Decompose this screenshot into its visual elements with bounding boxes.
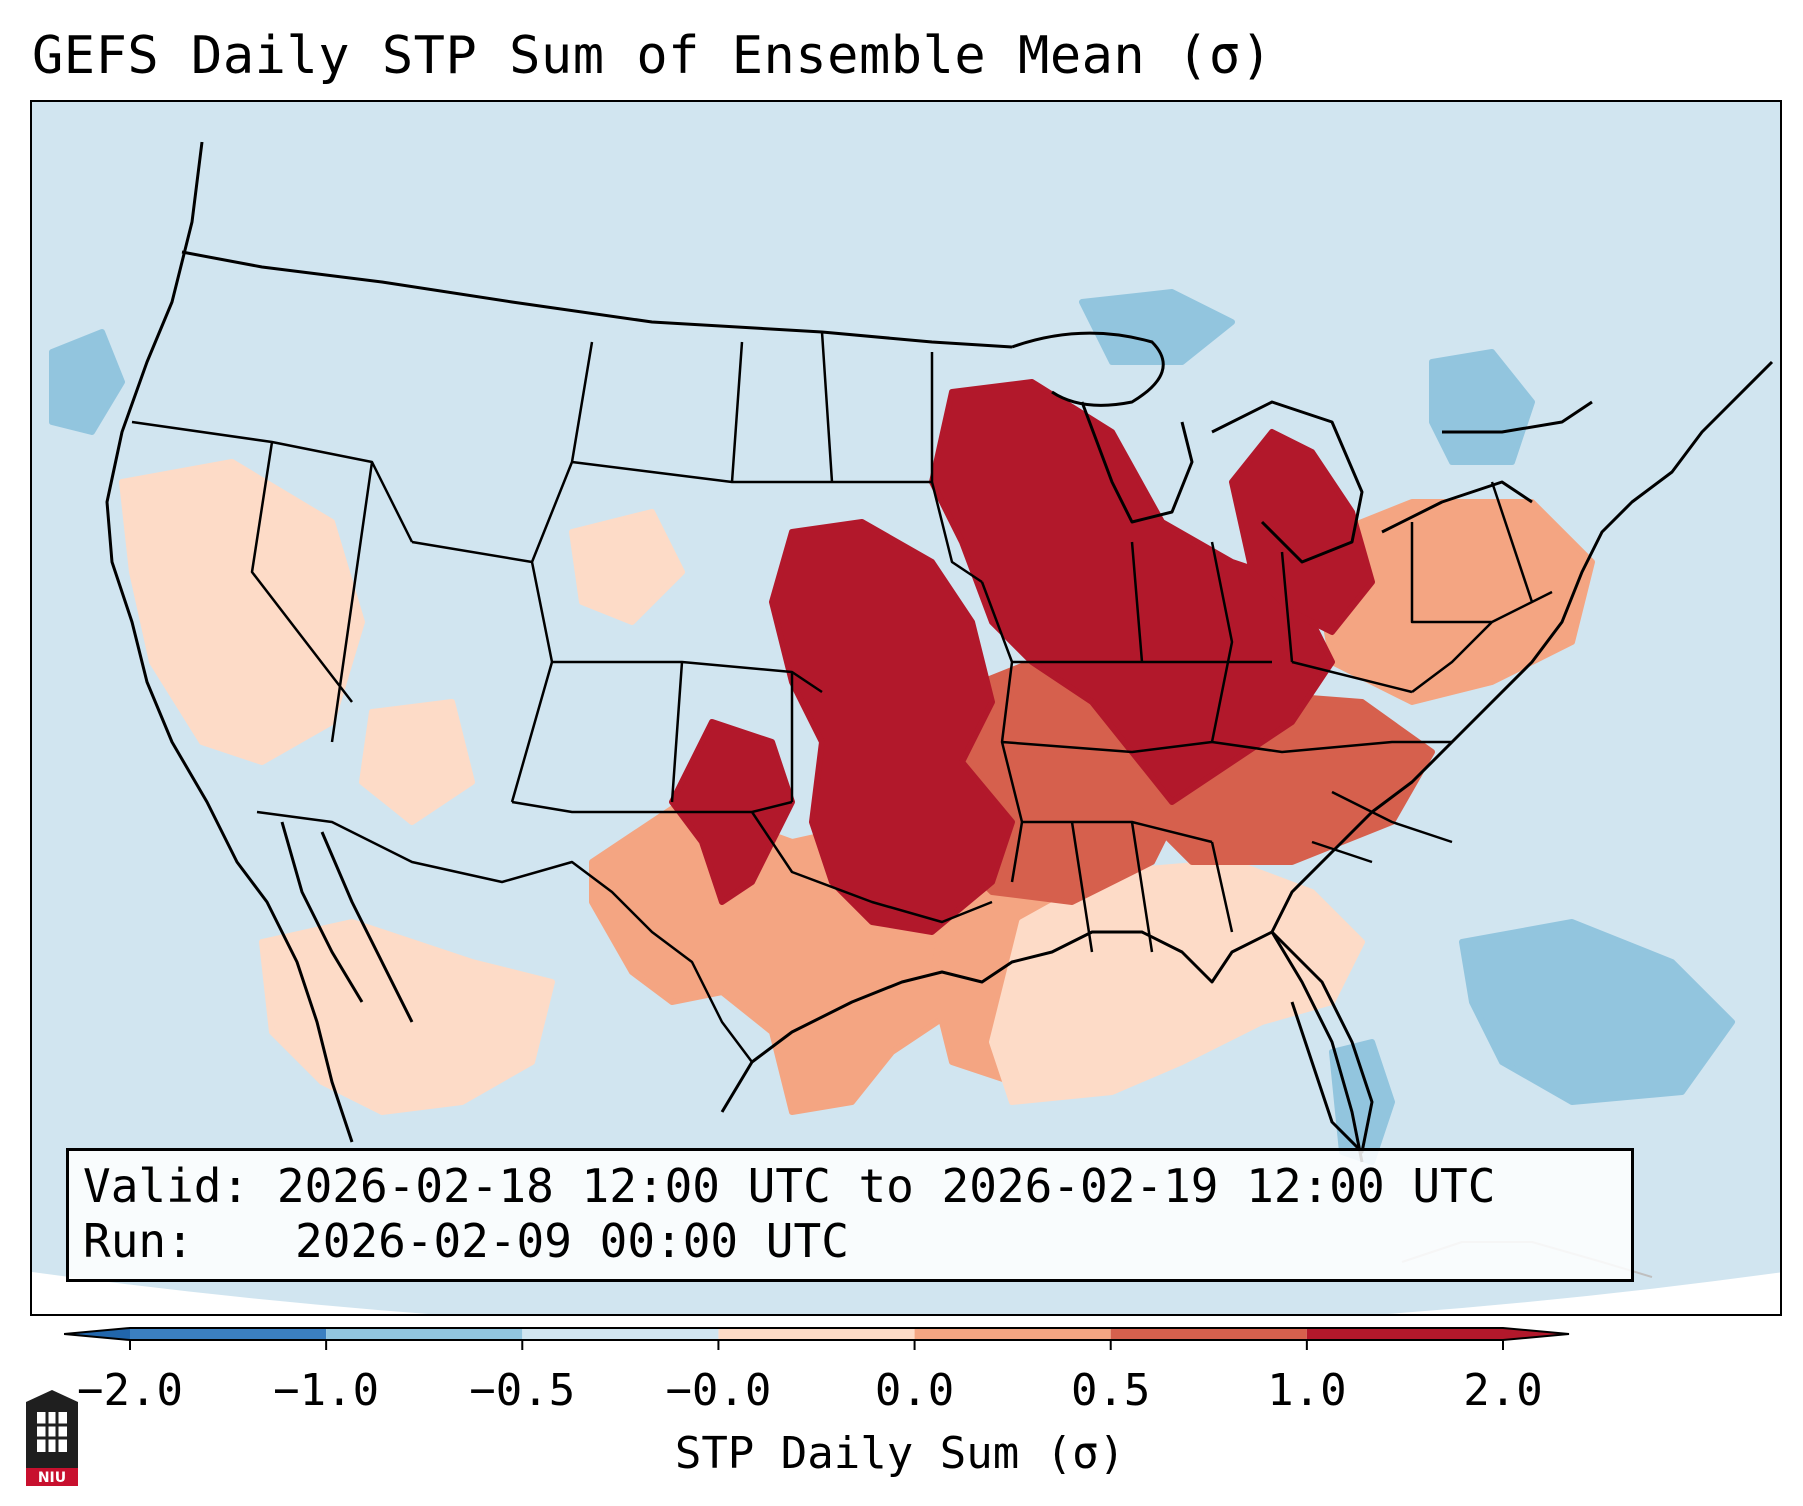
field-region-ohio-pa [1309, 499, 1595, 705]
colorbar-outline [64, 1327, 1570, 1341]
colorbar-tick-label: −0.5 [469, 1365, 576, 1416]
valid-line: Valid: 2026-02-18 12:00 UTC to 2026-02-1… [83, 1159, 1617, 1214]
gulf-coastline [720, 930, 1273, 1113]
run-label: Run: [83, 1214, 194, 1268]
colorbar [64, 1327, 1570, 1350]
field-region-michigan [1229, 429, 1375, 635]
valid-run-box: Valid: 2026-02-18 12:00 UTC to 2026-02-1… [66, 1148, 1634, 1282]
boundaries [105, 141, 1774, 1278]
colorbar-tick-label: 1.0 [1267, 1365, 1347, 1416]
east-coastline [1270, 360, 1774, 1163]
colorbar-extend-max [1503, 1328, 1569, 1340]
logo-window-bars-icon [37, 1412, 67, 1452]
run-line: Run: 2026-02-09 00:00 UTC [83, 1214, 1617, 1269]
colorbar-tick-label: −1.0 [273, 1365, 380, 1416]
great-lakes [1011, 331, 1593, 564]
field-region-plains-core [769, 519, 1015, 935]
colorbar-segments [64, 1328, 1569, 1350]
field-region-gulf [1329, 1039, 1395, 1165]
colorbar-tick-label: 0.5 [1070, 1365, 1151, 1416]
field-region-lake-superior [1079, 289, 1235, 365]
colorbar-tick-label: 0.0 [874, 1365, 955, 1416]
field-region-mexico [259, 919, 555, 1115]
stp-field [49, 289, 1735, 1165]
field-region-pacific [49, 329, 125, 435]
mexico-border [256, 810, 753, 1063]
colorbar-segment [326, 1328, 523, 1340]
field-region-west [119, 459, 365, 765]
field-region-southwest-scatter [359, 699, 475, 825]
run-time: 2026-02-09 00:00 UTC [295, 1214, 849, 1268]
logo-text: NIU [38, 1470, 66, 1486]
chart-title: GEFS Daily STP Sum of Ensemble Mean (σ) [32, 26, 1273, 86]
colorbar-label: STP Daily Sum (σ) [674, 1428, 1126, 1479]
logo-band [26, 1468, 78, 1486]
florida [1270, 930, 1374, 1154]
colorbar-tick-label: −0.0 [665, 1365, 772, 1416]
colorbar-extend-min [64, 1328, 130, 1340]
colorbar-segment [1110, 1328, 1307, 1340]
colorbar-segment [1306, 1328, 1503, 1340]
canada-border [181, 250, 1013, 349]
field-region-midwest-core [929, 379, 1335, 805]
map-panel [30, 100, 1782, 1316]
valid-label: Valid: [83, 1159, 250, 1213]
colorbar-segment [718, 1328, 915, 1340]
colorbar-segment [130, 1328, 327, 1340]
field-region-northern-plains-scatter [569, 509, 685, 625]
state-lines [131, 331, 1553, 953]
field-region-atlantic [1459, 919, 1735, 1105]
colorbar-segment [914, 1328, 1111, 1340]
niu-logo: NIU [26, 1390, 78, 1486]
gulf-of-california [280, 821, 414, 1023]
logo-window-grid-icon [37, 1412, 67, 1452]
field-region-northeast [1429, 349, 1535, 465]
colorbar-tick-label: −2.0 [77, 1365, 183, 1416]
colorbar-segment [522, 1328, 719, 1340]
west-coastline [105, 141, 354, 1143]
valid-range: 2026-02-18 12:00 UTC to 2026-02-19 12:00… [276, 1159, 1496, 1213]
colorbar-tick-label: 2.0 [1463, 1365, 1543, 1416]
map-svg [32, 102, 1780, 1314]
